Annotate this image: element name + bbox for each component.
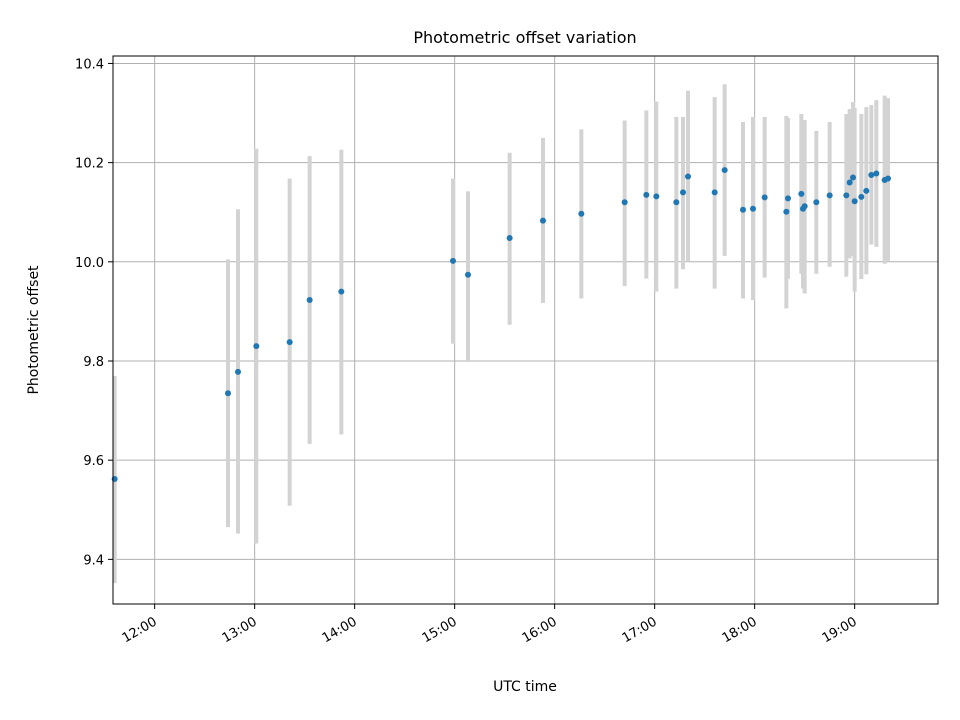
data-point [863, 187, 870, 194]
data-point [306, 296, 313, 303]
y-tick-label: 10.4 [75, 57, 104, 72]
x-axis-label: UTC time [493, 679, 557, 695]
data-point [885, 175, 891, 182]
data-point [338, 288, 345, 295]
data-point [621, 199, 628, 206]
plot-frame [112, 55, 939, 605]
data-point [846, 179, 853, 186]
chart-title: Photometric offset variation [413, 28, 636, 47]
data-point [801, 203, 808, 210]
y-tick-label: 9.6 [83, 454, 104, 469]
data-point [783, 208, 790, 215]
y-tick-label: 9.8 [83, 355, 104, 370]
data-point [873, 170, 880, 177]
data-point [750, 205, 756, 212]
data-point [798, 190, 805, 197]
data-point [465, 271, 471, 278]
y-tick-label: 9.4 [83, 553, 104, 568]
y-axis-ticks: 9.4 9.6 9.8 10.0 10.2 10.4 [75, 57, 113, 568]
data-point [643, 191, 650, 198]
data-point [785, 195, 791, 202]
data-point [653, 193, 660, 200]
data-point [578, 210, 585, 217]
data-point [450, 257, 456, 264]
y-tick-label: 10.0 [75, 256, 104, 271]
data-point [721, 167, 728, 174]
data-point [253, 343, 260, 350]
y-axis-label: Photometric offset [26, 265, 42, 395]
data-point [843, 192, 850, 199]
data-point [225, 390, 231, 397]
data-point [813, 199, 820, 206]
data-point [540, 217, 546, 224]
data-point [858, 193, 865, 200]
data-point [685, 173, 691, 180]
data-point [711, 189, 718, 196]
data-point [851, 198, 858, 205]
data-point [868, 172, 875, 179]
data-points [111, 167, 891, 483]
data-point [740, 206, 746, 213]
data-point [826, 192, 833, 199]
data-point [761, 194, 768, 201]
data-point [506, 235, 513, 242]
y-tick-label: 10.2 [75, 157, 104, 172]
data-point [680, 189, 686, 196]
data-point [235, 368, 241, 375]
data-point [673, 199, 680, 206]
data-point [286, 339, 293, 346]
data-point [850, 174, 856, 181]
